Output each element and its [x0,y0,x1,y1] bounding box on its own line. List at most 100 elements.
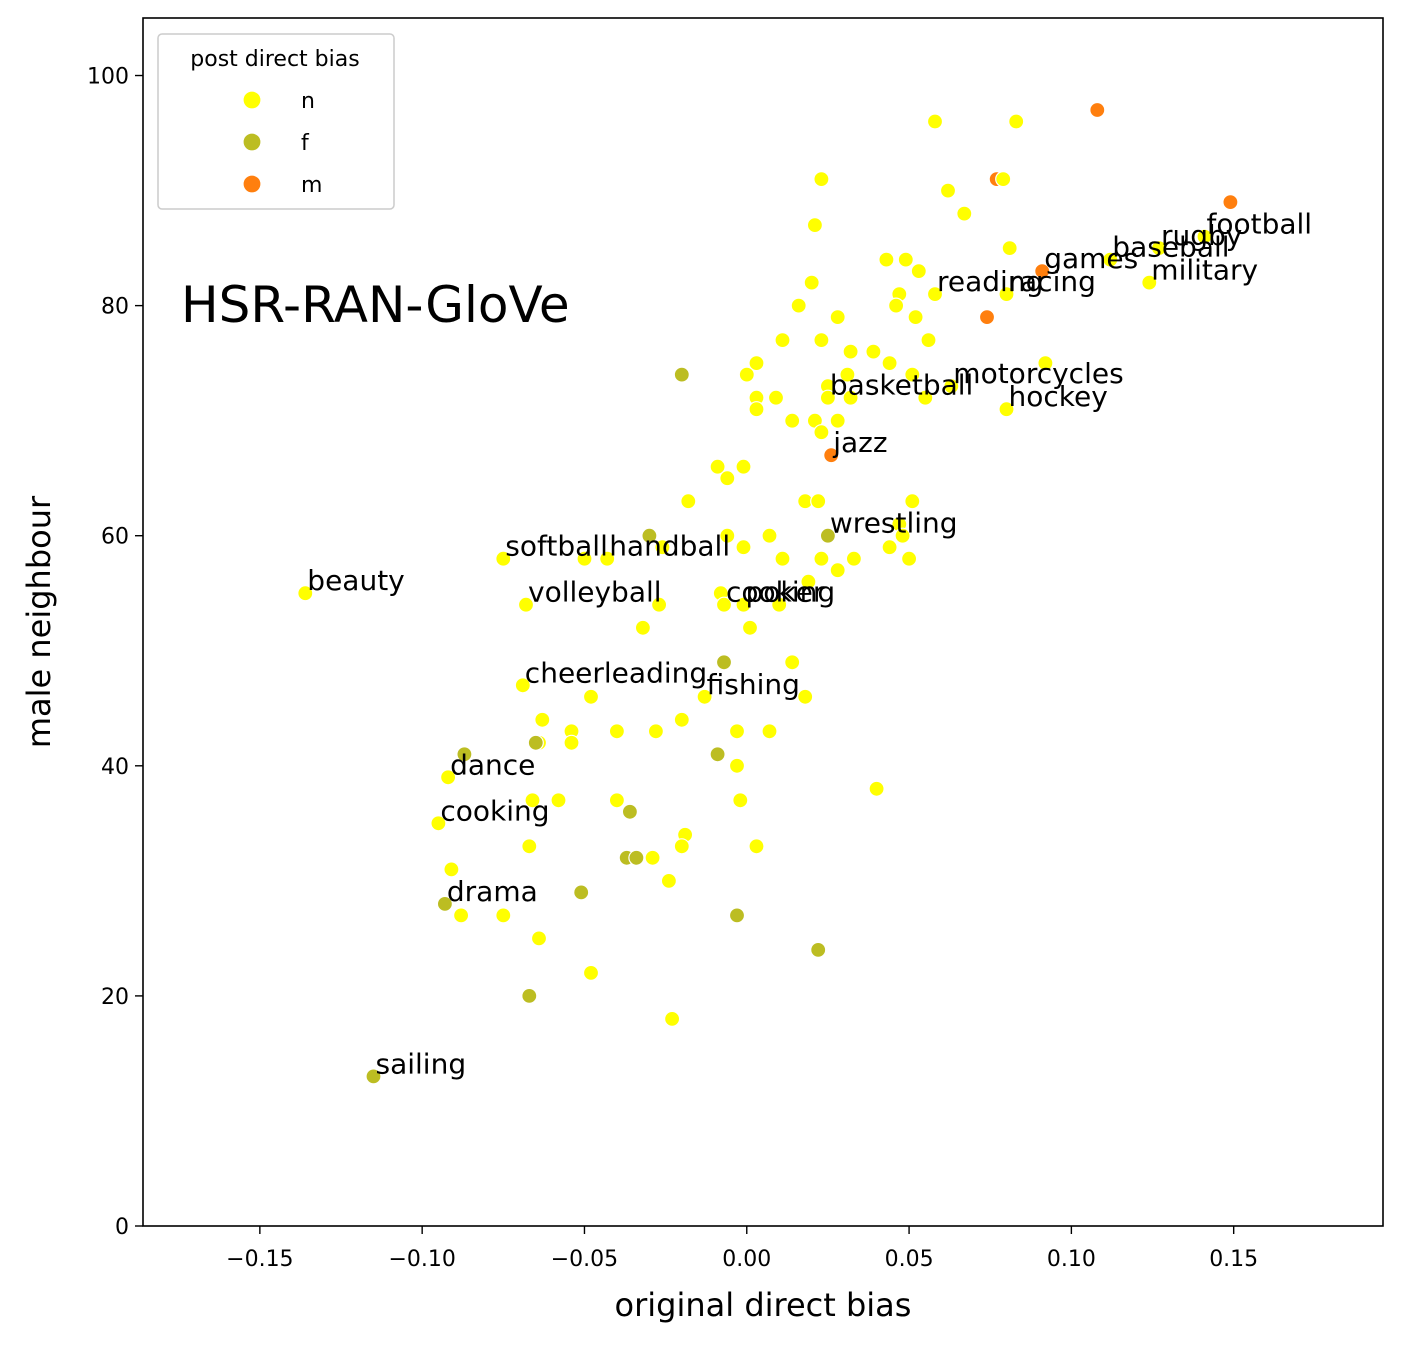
data-point [978,309,996,326]
data-point [819,389,837,406]
data-point [784,654,801,671]
data-point [530,930,548,947]
data-point [1102,251,1119,268]
data-point [842,343,859,360]
data-point [926,286,944,303]
data-point [728,907,746,924]
point-annotation: poker [746,576,825,609]
data-point [784,412,801,429]
data-point [904,366,921,383]
x-axis-label: original direct bias [615,1286,912,1324]
legend-label: m [301,173,322,198]
data-point [735,596,752,613]
data-point [495,907,512,924]
data-point [534,711,551,728]
data-point [1008,113,1025,130]
point-annotation: sailing [376,1047,467,1080]
legend-marker [242,90,262,110]
y-tick-label: 100 [87,65,129,90]
data-point [728,723,746,740]
data-point [813,550,830,567]
data-point [660,872,678,890]
data-point [881,355,898,372]
data-point [735,458,752,475]
data-point [440,769,457,786]
data-point [641,527,658,544]
data-point [599,550,616,567]
data-point [1034,263,1051,280]
data-point [514,677,531,694]
data-point [517,596,535,613]
data-point [582,688,600,705]
data-point [576,550,593,567]
legend-marker [242,174,262,194]
data-point [813,171,830,188]
data-point [819,527,837,544]
legend-marker [242,132,262,152]
point-annotation: racing [1009,265,1096,298]
point-annotation: cooking [440,794,549,827]
data-point [608,723,626,740]
point-annotation: football [1207,208,1313,241]
data-point [904,493,921,510]
x-tick-label: −0.10 [388,1247,455,1272]
data-point [748,838,765,855]
data-point [829,412,846,429]
data-point [920,332,937,349]
point-annotation: cooking [726,576,835,609]
data-point [495,550,512,567]
data-point [1150,240,1168,257]
data-point [748,355,765,372]
data-point [829,562,846,579]
data-point [582,964,600,982]
data-point [894,527,911,544]
data-point [1141,274,1158,291]
data-point [1089,101,1106,119]
x-tick-label: 0.05 [885,1247,934,1272]
data-point [728,757,746,774]
data-point [696,688,713,705]
data-point [365,1068,382,1085]
data-point [881,539,898,556]
y-tick-label: 40 [101,755,129,780]
point-annotation: dance [450,748,535,781]
data-point [995,171,1012,188]
point-annotation: hockey [1009,380,1108,413]
data-point [917,389,934,406]
data-point [774,550,791,567]
data-point [813,332,830,349]
x-tick-label: 0.10 [1047,1247,1096,1272]
point-annotation: beauty [307,564,404,597]
data-point [998,401,1015,418]
data-point [628,849,645,866]
data-point [800,573,817,590]
data-point [608,792,626,809]
data-point [647,723,665,740]
data-point [761,723,778,740]
point-annotation: drama [447,875,538,908]
x-tick-label: 0.15 [1209,1247,1258,1272]
point-annotation: fishing [707,668,800,701]
data-point [715,654,733,671]
data-point [650,596,668,613]
data-point [573,884,590,901]
data-point [887,297,905,314]
data-point [943,378,960,395]
data-point [673,711,690,728]
data-point [810,493,827,510]
data-point [926,113,944,130]
legend-label: n [301,89,315,114]
x-tick-label: −0.15 [226,1247,293,1272]
data-point [521,838,538,855]
point-annotation: games [1044,242,1138,275]
legend-entries: nfm [242,89,322,198]
point-annotation: cheerleading [525,656,707,689]
data-point [430,815,447,832]
data-point [621,803,639,820]
data-point [748,401,765,418]
x-tick-label: 0.00 [722,1247,771,1272]
point-annotation: baseball [1112,231,1229,264]
data-point [761,527,778,544]
data-point [810,941,827,959]
